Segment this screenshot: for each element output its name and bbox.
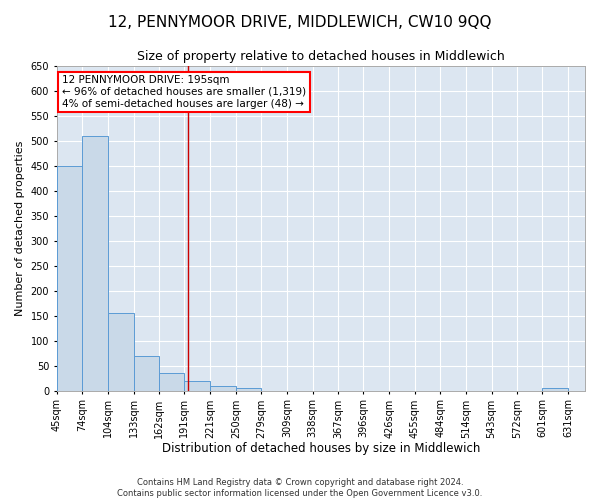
Bar — [184, 380, 211, 390]
Title: Size of property relative to detached houses in Middlewich: Size of property relative to detached ho… — [137, 50, 505, 63]
Bar — [236, 388, 261, 390]
Bar — [134, 356, 159, 390]
Bar — [82, 136, 109, 390]
Text: 12, PENNYMOOR DRIVE, MIDDLEWICH, CW10 9QQ: 12, PENNYMOOR DRIVE, MIDDLEWICH, CW10 9Q… — [108, 15, 492, 30]
Bar — [211, 386, 236, 390]
Bar — [159, 373, 184, 390]
Text: Contains HM Land Registry data © Crown copyright and database right 2024.
Contai: Contains HM Land Registry data © Crown c… — [118, 478, 482, 498]
Text: 12 PENNYMOOR DRIVE: 195sqm
← 96% of detached houses are smaller (1,319)
4% of se: 12 PENNYMOOR DRIVE: 195sqm ← 96% of deta… — [62, 76, 306, 108]
Bar — [57, 166, 82, 390]
Y-axis label: Number of detached properties: Number of detached properties — [15, 140, 25, 316]
Bar — [109, 313, 134, 390]
Bar — [542, 388, 568, 390]
X-axis label: Distribution of detached houses by size in Middlewich: Distribution of detached houses by size … — [162, 442, 480, 455]
